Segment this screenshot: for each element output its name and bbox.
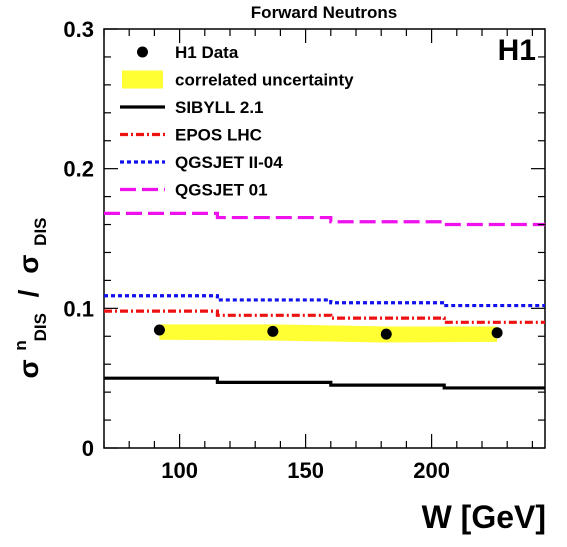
y-label-num-symbol: σ: [13, 359, 44, 378]
legend-label: QGSJET II-04: [175, 153, 283, 172]
legend-entry-epos: EPOS LHC: [120, 126, 262, 145]
plot-frame: [103, 28, 546, 449]
y-tick-label: 0: [82, 436, 94, 461]
y-axis-label: σ n DIS / σ DIS: [1, 217, 52, 378]
legend: H1 Data correlated uncertainty SIBYLL 2.1 E…: [120, 43, 354, 200]
y-label-den-symbol: σ: [13, 255, 44, 274]
legend-entry-data: H1 Data: [137, 43, 239, 62]
series-qgsjet2: [104, 294, 545, 308]
series-epos: [104, 309, 545, 324]
y-label-num-subscript: DIS: [31, 313, 50, 341]
legend-label: correlated uncertainty: [175, 71, 354, 90]
data-point: [267, 325, 279, 337]
legend-label: QGSJET 01: [175, 181, 268, 200]
legend-entry-band: correlated uncertainty: [122, 70, 354, 90]
data-point: [153, 324, 165, 336]
legend-entry-sibyll: SIBYLL 2.1: [120, 98, 264, 117]
data-point: [491, 327, 503, 339]
chart-title: Forward Neutrons: [251, 3, 397, 22]
legend-label: EPOS LHC: [175, 126, 262, 145]
y-label-separator: /: [13, 289, 44, 297]
x-tick-label: 200: [413, 458, 450, 483]
x-tick-label: 100: [161, 458, 198, 483]
legend-marker: [137, 46, 148, 58]
uncertainty-band-layer: [159, 324, 498, 343]
axis-ticks-layer: 100 150 200 0 0.1 0.2 0.3: [63, 17, 545, 483]
correlated-uncertainty-band: [159, 324, 498, 343]
legend-entry-qgsjet2: QGSJET II-04: [120, 153, 283, 172]
y-label-num-superscript: n: [11, 340, 30, 350]
x-axis-label: W [GeV]: [422, 499, 546, 535]
experiment-label: H1: [498, 34, 536, 67]
y-tick-label: 0.2: [63, 157, 94, 182]
y-tick-label: 0.3: [63, 17, 94, 42]
y-label-den-subscript: DIS: [31, 217, 50, 245]
series-sibyll: [104, 376, 545, 390]
data-point: [380, 328, 392, 340]
svg-text:σ n DIS /: σ n DIS / σ DIS: [1, 217, 52, 378]
legend-label: H1 Data: [175, 43, 239, 62]
model-series-layer: [104, 211, 545, 390]
legend-label: SIBYLL 2.1: [175, 98, 264, 117]
legend-entry-qgsjet01: QGSJET 01: [120, 181, 268, 200]
y-tick-label: 0.1: [63, 296, 94, 321]
x-tick-label: 150: [287, 458, 324, 483]
data-points-layer: [153, 324, 503, 340]
series-qgsjet01: [104, 211, 545, 227]
legend-swatch: [122, 70, 163, 89]
